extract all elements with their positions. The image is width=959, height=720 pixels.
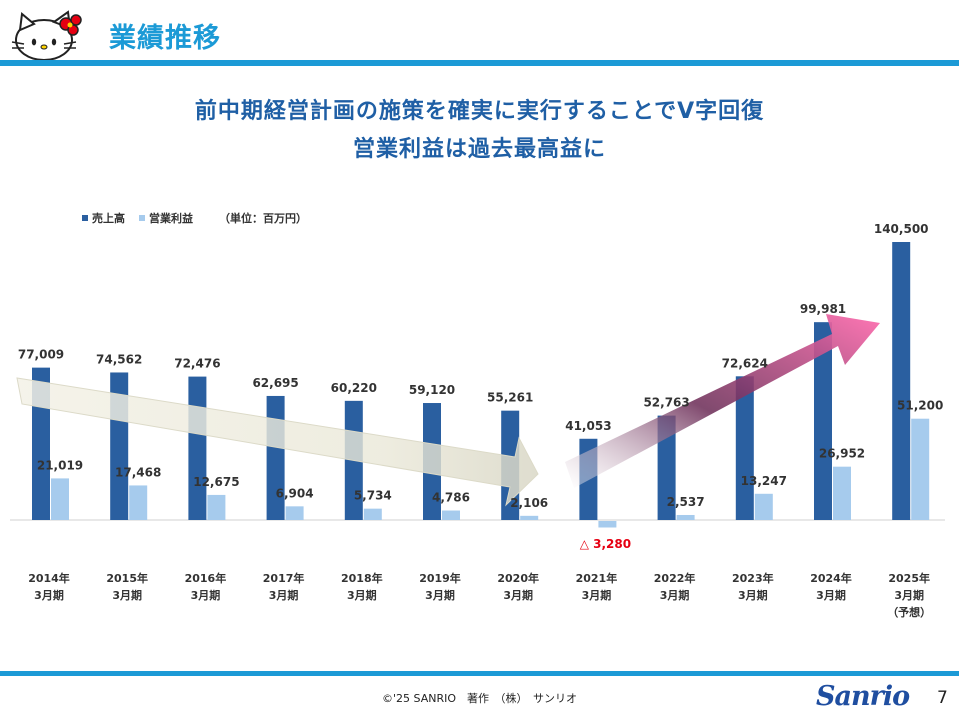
sales-bar: [266, 395, 285, 520]
x-tick-label: 2025年: [888, 571, 930, 585]
profit-data-label: 6,904: [276, 486, 314, 500]
legend-label-profit: 営業利益: [149, 212, 193, 225]
sanrio-logo: Sanrio: [816, 681, 910, 712]
sales-data-label: 52,763: [643, 396, 689, 410]
x-tick-label: 3月期: [425, 588, 455, 602]
x-tick-label: 3月期: [582, 588, 612, 602]
x-tick-label: 2015年: [106, 571, 148, 585]
profit-bar: [520, 515, 539, 520]
profit-data-label: 21,019: [37, 458, 83, 472]
profit-data-label: 17,468: [115, 465, 161, 479]
x-tick-label: 2016年: [185, 571, 227, 585]
sales-data-label: 41,053: [565, 419, 611, 433]
x-tick-label: 3月期: [816, 588, 846, 602]
x-tick-label: 3月期: [738, 588, 768, 602]
page-number: 7: [937, 688, 948, 708]
profit-data-label: 5,734: [354, 489, 392, 503]
legend-label-sales: 売上高: [92, 212, 125, 225]
profit-bar: [442, 510, 460, 520]
sales-data-label: 59,120: [409, 383, 455, 397]
page-title: 業績推移: [109, 23, 221, 54]
profit-bar: [129, 485, 148, 520]
footer-divider: [0, 671, 959, 676]
header-divider: [0, 60, 959, 66]
sales-data-label: 140,500: [874, 222, 929, 236]
x-tick-label: 2022年: [654, 571, 696, 585]
copyright: ©'25 SANRIO 著作 （株） サンリオ: [381, 692, 577, 705]
legend-item-sales: 売上高: [82, 210, 125, 226]
sales-bar: [735, 376, 754, 520]
sales-data-label: 55,261: [487, 391, 533, 405]
decline-arrow: [16, 377, 539, 507]
profit-data-label: 12,675: [193, 475, 239, 489]
legend-item-profit: 営業利益: [139, 210, 193, 226]
hello-kitty-icon: [11, 10, 82, 61]
profit-data-label: 13,247: [741, 474, 787, 488]
sales-data-label: 72,476: [174, 357, 220, 371]
x-tick-label: 3月期: [112, 588, 142, 602]
profit-bar: [676, 514, 695, 520]
header: 業績推移: [0, 0, 959, 66]
profit-data-label-negative: △ 3,280: [580, 537, 631, 551]
x-tick-label: 2024年: [810, 571, 852, 585]
profit-bar: [285, 506, 304, 520]
sales-bar: [814, 322, 832, 520]
headline-line-2: 営業利益は過去最高益に: [352, 137, 606, 162]
unit-label: （単位：百万円）: [219, 212, 307, 225]
sales-bar: [188, 376, 207, 520]
profit-bar: [833, 466, 851, 520]
profit-data-label: 51,200: [897, 399, 943, 413]
x-tick-label: 2021年: [576, 571, 618, 585]
x-tick-label: 2019年: [419, 571, 461, 585]
profit-data-label: 2,537: [667, 495, 705, 509]
legend-swatch-profit: [139, 215, 145, 221]
bar-chart: 2014年 3月期 2015年 3月期 2016年 3月期 2017年 3月期 2018年 3月期…: [10, 222, 945, 619]
x-tick-label: 2020年: [497, 571, 539, 585]
chart-legend: 売上高 営業利益 （単位：百万円）: [82, 210, 307, 226]
profit-bar: [207, 494, 226, 520]
x-tick-label: 3月期: [660, 588, 690, 602]
profit-bar: [911, 418, 930, 520]
recovery-arrow: [565, 314, 880, 488]
profit-bar: [754, 493, 773, 520]
x-tick-label: 3月期: [269, 588, 299, 602]
x-tick-label: 3月期: [347, 588, 377, 602]
x-tick-label: 2014年: [28, 571, 70, 585]
headline-line-1: 前中期経営計画の施策を確実に実行することでV字回復: [194, 99, 765, 124]
x-tick-label: 2023年: [732, 571, 774, 585]
x-tick-label: 3月期: [191, 588, 221, 602]
sales-data-label: 60,220: [331, 381, 377, 395]
x-tick-label: 3月期: [503, 588, 533, 602]
sales-data-label: 72,624: [722, 356, 768, 370]
profit-bar: [363, 508, 382, 520]
sales-bar: [657, 415, 676, 520]
sales-data-label: 99,981: [800, 302, 846, 316]
sales-data-label: 74,562: [96, 352, 142, 366]
profit-data-label: 4,786: [432, 491, 470, 505]
x-tick-label: 3月期: [894, 588, 924, 602]
profit-bar: [51, 478, 69, 520]
x-tick-label: 3月期: [34, 588, 64, 602]
profit-data-label: 2,106: [510, 496, 548, 510]
sales-data-label: 62,695: [252, 376, 298, 390]
x-tick-label: （予想）: [887, 605, 931, 619]
x-tick-label: 2018年: [341, 571, 383, 585]
sales-data-label: 77,009: [18, 348, 64, 362]
profit-bar: [598, 521, 617, 528]
sales-bar: [892, 242, 911, 520]
profit-data-label: 26,952: [819, 447, 865, 461]
legend-swatch-sales: [82, 215, 88, 221]
x-tick-label: 2017年: [263, 571, 305, 585]
